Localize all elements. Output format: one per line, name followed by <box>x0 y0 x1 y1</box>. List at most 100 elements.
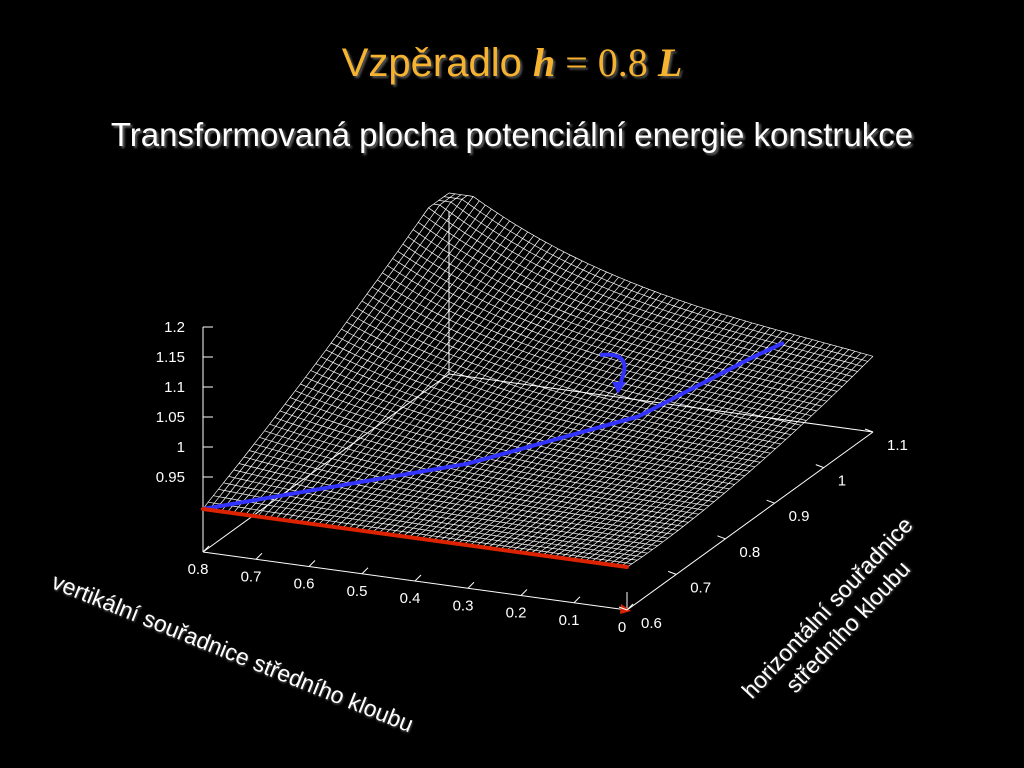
y-tick-label: 0.6 <box>641 615 662 632</box>
surface-mesh-line <box>361 300 786 440</box>
surface-mesh-line <box>238 463 663 543</box>
x-tick-label: 0.5 <box>347 583 368 600</box>
surface-mesh-line <box>392 258 817 412</box>
path-blue-arrowhead <box>612 382 626 394</box>
surface-mesh-line <box>284 403 710 507</box>
tick-mark <box>626 603 634 611</box>
path-red <box>201 507 629 569</box>
surface-mesh-line <box>259 436 684 527</box>
x-tick-label: 0.7 <box>241 568 262 585</box>
path-blue-hook <box>599 352 627 389</box>
surface-mesh-line <box>315 363 740 481</box>
surface-mesh-line <box>320 356 745 477</box>
surface-mesh-line <box>208 501 633 565</box>
tick-mark <box>864 428 874 433</box>
tick-mark <box>202 545 210 553</box>
surface-mesh-line <box>223 482 648 554</box>
surface-mesh-line <box>407 236 833 397</box>
surface-mesh-line <box>305 376 730 490</box>
surface-mesh-line <box>274 417 699 515</box>
surface-mesh-line <box>251 212 498 516</box>
floor-edge <box>626 431 874 611</box>
surface-mesh-line <box>402 243 827 402</box>
surface-mesh-line <box>233 469 658 547</box>
x-tick-label: 0.1 <box>559 612 580 629</box>
formula-unit: L <box>657 40 683 85</box>
y-tick-label: 1 <box>838 473 846 490</box>
x-tick-label: 0.3 <box>453 597 474 614</box>
tick-mark <box>467 581 475 589</box>
surface-mesh-line <box>387 265 812 417</box>
tick-mark <box>520 589 528 596</box>
z-tick-label: 1.2 <box>164 319 185 336</box>
surface-mesh-line <box>218 488 643 558</box>
tick-mark <box>361 567 369 575</box>
x-tick-label: 0 <box>618 619 626 636</box>
tick-mark <box>618 606 628 611</box>
surface-mesh-line <box>377 279 802 426</box>
tick-mark <box>573 596 581 604</box>
surface-mesh-line <box>243 456 669 539</box>
surface-mesh-line <box>438 200 863 367</box>
x-tick-label: 0.2 <box>506 605 527 622</box>
surface-mesh-line <box>346 321 771 454</box>
surface-mesh-line <box>264 430 689 523</box>
surface-mesh-line <box>279 410 704 511</box>
surface-mesh-line <box>433 203 858 372</box>
surface-mesh-line <box>423 214 848 382</box>
surface-mesh-line <box>366 293 792 436</box>
surface-mesh-line <box>336 335 761 463</box>
surface-mesh-line <box>329 257 577 527</box>
surface-mesh-line <box>336 260 583 528</box>
surface-mesh-line <box>443 196 868 362</box>
path-blue <box>201 341 785 511</box>
x-tick-label: 0.8 <box>188 561 209 578</box>
z-tick-label: 0.95 <box>156 469 185 486</box>
surface-mesh-line <box>257 216 504 517</box>
surface-mesh-line <box>289 397 715 503</box>
y-tick-label: 0.8 <box>739 544 760 561</box>
surface-mesh-line <box>213 495 638 561</box>
tick-mark <box>414 574 422 582</box>
formula-var: h <box>533 40 556 85</box>
tick-mark <box>308 560 316 567</box>
surface-mesh-line <box>208 193 456 511</box>
x-tick-label: 0.4 <box>400 590 421 607</box>
surface-mesh-line <box>245 208 492 516</box>
surface-mesh-line <box>384 281 631 535</box>
z-tick-label: 1.1 <box>164 379 185 396</box>
tick-mark <box>815 464 824 469</box>
surface-mesh-line <box>341 328 766 459</box>
surface-mesh-line <box>412 229 838 392</box>
z-tick-label: 1.15 <box>156 349 185 366</box>
surface-mesh-line <box>397 251 822 407</box>
surface-mesh-line <box>323 254 571 526</box>
surface-mesh-line <box>269 423 694 519</box>
y-tick-label: 0.9 <box>789 508 810 525</box>
slide-title-formula: h = 0.8 L <box>533 40 682 85</box>
surface-mesh-line <box>382 272 807 421</box>
tick-mark <box>668 570 677 575</box>
y-tick-label: 1.1 <box>887 437 908 454</box>
tick-mark <box>717 535 726 540</box>
formula-op: = 0.8 <box>555 40 658 85</box>
surface-mesh-line <box>310 370 735 485</box>
surface-mesh-line <box>356 307 781 445</box>
chart-subtitle: Transformovaná plocha potenciální energi… <box>110 116 914 153</box>
slide-title: Vzpěradlo h = 0.8 L <box>0 38 1024 88</box>
surface-mesh-line <box>448 192 874 357</box>
surface-mesh-line <box>325 349 751 472</box>
surface-mesh-line <box>249 450 674 535</box>
x-tick-label: 0.6 <box>294 576 315 593</box>
surface-mesh-line <box>428 207 853 377</box>
tick-mark <box>255 552 263 560</box>
surface-mesh-line <box>330 342 756 468</box>
surface-mesh-line <box>418 222 843 387</box>
surface-mesh-line <box>371 286 797 431</box>
surface-mesh-line <box>295 390 720 498</box>
y-tick-label: 0.7 <box>690 579 711 596</box>
z-tick-label: 1 <box>177 439 185 456</box>
floor-edge <box>202 373 450 553</box>
tick-mark <box>766 499 775 504</box>
